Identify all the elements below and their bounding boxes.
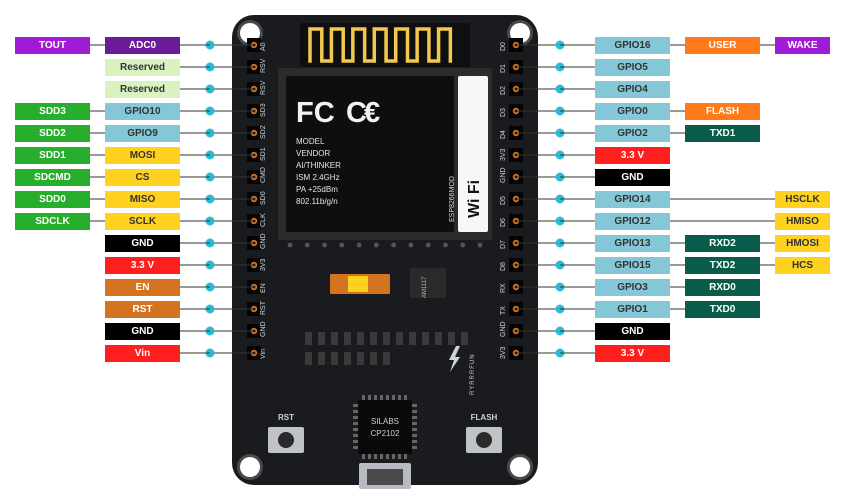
pin-right-r13-c0: GND — [595, 323, 670, 340]
svg-text:MODEL: MODEL — [296, 137, 325, 146]
svg-text:D4: D4 — [500, 130, 507, 139]
pin-left-r5-c0: SDD1 — [15, 147, 90, 164]
pin-right-r10-c0: GPIO15 — [595, 257, 670, 274]
svg-text:PA +25dBm: PA +25dBm — [296, 185, 338, 194]
pin-left-r6-c1: CS — [105, 169, 180, 186]
pin-left-r12-c1: RST — [105, 301, 180, 318]
svg-text:FC: FC — [296, 97, 335, 129]
button-label-flash: FLASH — [464, 413, 504, 422]
svg-text:D8: D8 — [500, 262, 507, 271]
pin-left-r9-c1: GND — [105, 235, 180, 252]
pin-left-r8-c1: SCLK — [105, 213, 180, 230]
pin-right-r14-c0: 3.3 V — [595, 345, 670, 362]
pin-left-r7-c1: MISO — [105, 191, 180, 208]
pin-right-r11-c1: RXD0 — [685, 279, 760, 296]
pin-right-r11-c0: GPIO3 — [595, 279, 670, 296]
pin-left-r13-c1: GND — [105, 323, 180, 340]
svg-text:GND: GND — [500, 321, 507, 337]
pin-right-r7-c2: HSCLK — [775, 191, 830, 208]
svg-text:GND: GND — [260, 233, 267, 249]
svg-text:D6: D6 — [500, 218, 507, 227]
pin-left-r10-c1: 3.3 V — [105, 257, 180, 274]
pin-left-r4-c0: SDD2 — [15, 125, 90, 142]
pin-right-r4-c1: TXD1 — [685, 125, 760, 142]
svg-text:RSV: RSV — [260, 58, 267, 73]
svg-text:3V3: 3V3 — [500, 148, 507, 161]
svg-text:SD1: SD1 — [260, 147, 267, 161]
svg-text:D1: D1 — [500, 64, 507, 73]
svg-text:RYRRRFUN: RYRRRFUN — [470, 353, 476, 395]
svg-text:AI/THINKER: AI/THINKER — [296, 161, 341, 170]
pin-left-r14-c1: Vin — [105, 345, 180, 362]
svg-text:GND: GND — [260, 321, 267, 337]
pin-right-r5-c0: 3.3 V — [595, 147, 670, 164]
pin-left-r5-c1: MOSI — [105, 147, 180, 164]
svg-text:802.11b/g/n: 802.11b/g/n — [296, 197, 338, 206]
pin-right-r0-c2: WAKE — [775, 37, 830, 54]
svg-text:SD0: SD0 — [260, 191, 267, 205]
svg-text:D5: D5 — [500, 196, 507, 205]
pin-left-r11-c1: EN — [105, 279, 180, 296]
pin-left-r3-c0: SDD3 — [15, 103, 90, 120]
pinout-diagram: FC C€ MODEL VENDOR AI/THINKER ISM 2.4GHz PA +2… — [0, 0, 846, 500]
svg-text:GND: GND — [500, 167, 507, 183]
pin-left-r8-c0: SDCLK — [15, 213, 90, 230]
svg-text:TX: TX — [500, 306, 507, 315]
pin-right-r12-c0: GPIO1 — [595, 301, 670, 318]
svg-text:RST: RST — [260, 300, 267, 315]
svg-text:Vin: Vin — [260, 349, 267, 359]
svg-text:D0: D0 — [500, 42, 507, 51]
svg-text:RX: RX — [500, 283, 507, 293]
pin-right-r9-c2: HMOSI — [775, 235, 830, 252]
pin-right-r6-c0: GND — [595, 169, 670, 186]
button-label-rst: RST — [266, 413, 306, 422]
svg-text:D7: D7 — [500, 240, 507, 249]
pin-left-r0-c1: ADC0 — [105, 37, 180, 54]
svg-text:Wi Fi: Wi Fi — [466, 180, 483, 218]
svg-text:SILABS: SILABS — [371, 417, 399, 426]
svg-text:ISM 2.4GHz: ISM 2.4GHz — [296, 173, 340, 182]
pin-right-r4-c0: GPIO2 — [595, 125, 670, 142]
svg-text:SD3: SD3 — [260, 103, 267, 117]
pin-left-r2-c1: Reserved — [105, 81, 180, 98]
pin-left-r7-c0: SDD0 — [15, 191, 90, 208]
svg-text:ESP8266MOD: ESP8266MOD — [449, 176, 456, 222]
pin-right-r3-c0: GPIO0 — [595, 103, 670, 120]
svg-text:EN: EN — [260, 283, 267, 293]
pin-right-r2-c0: GPIO4 — [595, 81, 670, 98]
pin-left-r6-c0: SDCMD — [15, 169, 90, 186]
svg-text:CLK: CLK — [260, 213, 267, 227]
svg-text:3V3: 3V3 — [260, 258, 267, 271]
pin-right-r8-c0: GPIO12 — [595, 213, 670, 230]
pin-right-r10-c1: TXD2 — [685, 257, 760, 274]
svg-text:AM1117: AM1117 — [422, 276, 428, 298]
svg-text:D2: D2 — [500, 86, 507, 95]
pin-right-r9-c1: RXD2 — [685, 235, 760, 252]
svg-text:A0: A0 — [260, 42, 267, 51]
pin-left-r0-c0: TOUT — [15, 37, 90, 54]
pin-right-r9-c0: GPIO13 — [595, 235, 670, 252]
pin-right-r8-c2: HMISO — [775, 213, 830, 230]
pin-right-r7-c0: GPIO14 — [595, 191, 670, 208]
svg-text:CMD: CMD — [260, 167, 267, 183]
pin-right-r10-c2: HCS — [775, 257, 830, 274]
pin-right-r0-c0: GPIO16 — [595, 37, 670, 54]
pin-left-r4-c1: GPIO9 — [105, 125, 180, 142]
svg-text:SD2: SD2 — [260, 125, 267, 139]
svg-text:CP2102: CP2102 — [371, 429, 400, 438]
pin-right-r0-c1: USER — [685, 37, 760, 54]
pin-right-r3-c1: FLASH — [685, 103, 760, 120]
svg-text:RSV: RSV — [260, 80, 267, 95]
pin-right-r1-c0: GPIO5 — [595, 59, 670, 76]
svg-text:C€: C€ — [346, 97, 380, 129]
svg-text:3V3: 3V3 — [500, 346, 507, 359]
svg-text:D3: D3 — [500, 108, 507, 117]
pin-right-r12-c1: TXD0 — [685, 301, 760, 318]
pin-left-r1-c1: Reserved — [105, 59, 180, 76]
svg-text:VENDOR: VENDOR — [296, 149, 330, 158]
pin-left-r3-c1: GPIO10 — [105, 103, 180, 120]
